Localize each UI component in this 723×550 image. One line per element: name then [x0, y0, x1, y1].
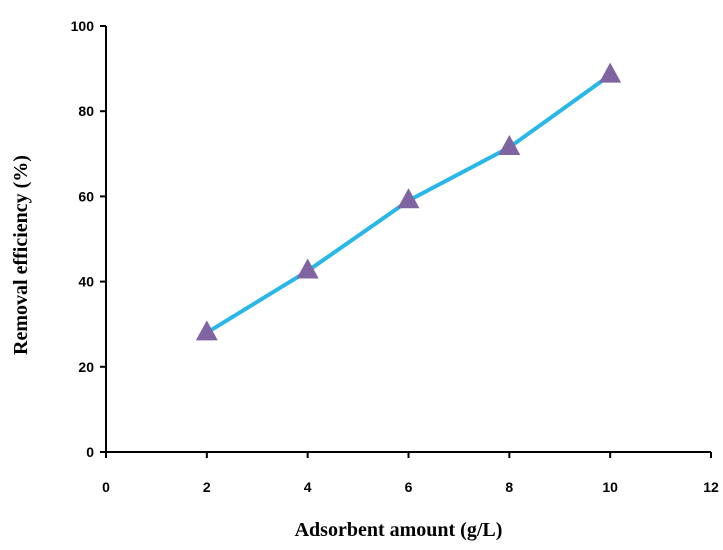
series-layer	[195, 62, 622, 341]
x-tick-label: 4	[304, 479, 312, 495]
data-point-marker	[498, 135, 521, 156]
y-axis-title: Removal efficiency (%)	[10, 155, 32, 355]
x-tick-label: 0	[102, 479, 110, 495]
x-tick-label: 12	[703, 479, 719, 495]
data-point-marker	[397, 188, 420, 209]
x-tick-label: 2	[203, 479, 211, 495]
y-tick-label: 80	[78, 103, 94, 119]
y-tick-label: 60	[78, 188, 94, 204]
x-axis-ticks: 0 2 4 6 8 10 12	[102, 452, 719, 495]
data-point-marker	[195, 320, 218, 341]
y-tick-label: 20	[78, 359, 94, 375]
x-tick-label: 10	[602, 479, 618, 495]
y-tick-label: 0	[86, 444, 94, 460]
x-axis-title: Adsorbent amount (g/L)	[295, 519, 503, 541]
y-axis-ticks: 0 20 40 60 80 100	[71, 18, 106, 460]
x-tick-label: 6	[405, 479, 413, 495]
data-point-marker	[296, 258, 319, 279]
x-tick-label: 8	[505, 479, 513, 495]
y-tick-label: 40	[78, 274, 94, 290]
y-tick-label: 100	[71, 18, 95, 34]
data-point-marker	[599, 62, 622, 83]
